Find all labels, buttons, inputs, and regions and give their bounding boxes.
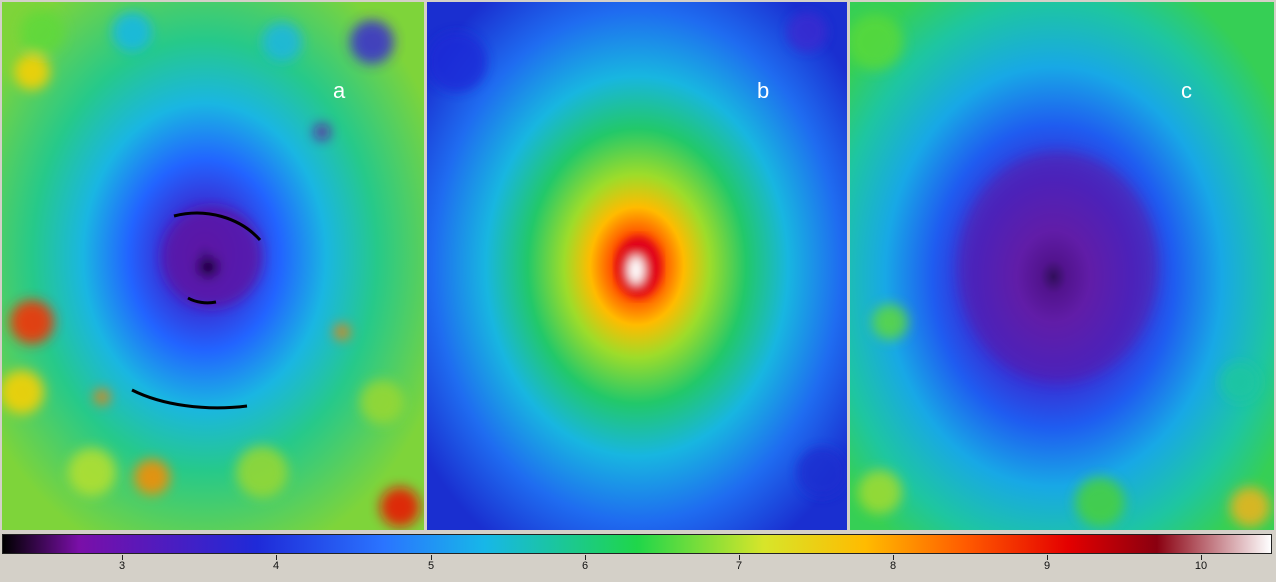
temperature-map-a — [2, 2, 424, 530]
panel-label-b: b — [757, 78, 770, 103]
tick-mark — [585, 555, 586, 560]
tick-label: 6 — [581, 560, 589, 572]
tick-mark — [1201, 555, 1202, 560]
tick-label: 9 — [1043, 560, 1051, 572]
tick-mark — [893, 555, 894, 560]
colorbar-axis: 3 4 5 6 7 8 9 10 — [0, 555, 1276, 582]
tick-label: 3 — [118, 560, 126, 572]
map-panel-a: a — [2, 2, 424, 530]
tick-mark — [739, 555, 740, 560]
arc-inner — [187, 296, 217, 305]
colorbar — [2, 534, 1272, 554]
tick-label: 7 — [735, 560, 743, 572]
tick-mark — [1047, 555, 1048, 560]
tick-mark — [431, 555, 432, 560]
arc-bottom — [131, 388, 248, 410]
colorbar-gradient — [3, 535, 1271, 553]
map-panel-b: b — [427, 2, 847, 530]
tick-mark — [122, 555, 123, 560]
tick-label: 10 — [1194, 560, 1208, 572]
arc-top — [173, 211, 262, 241]
tick-label: 4 — [272, 560, 280, 572]
map-panel-c: c — [850, 2, 1274, 530]
panel-label-a: a — [333, 78, 346, 103]
tick-label: 5 — [427, 560, 435, 572]
tick-mark — [276, 555, 277, 560]
temperature-map-c — [850, 2, 1274, 530]
tick-label: 8 — [889, 560, 897, 572]
temperature-map-b — [427, 2, 847, 530]
panel-label-c: c — [1181, 78, 1192, 103]
